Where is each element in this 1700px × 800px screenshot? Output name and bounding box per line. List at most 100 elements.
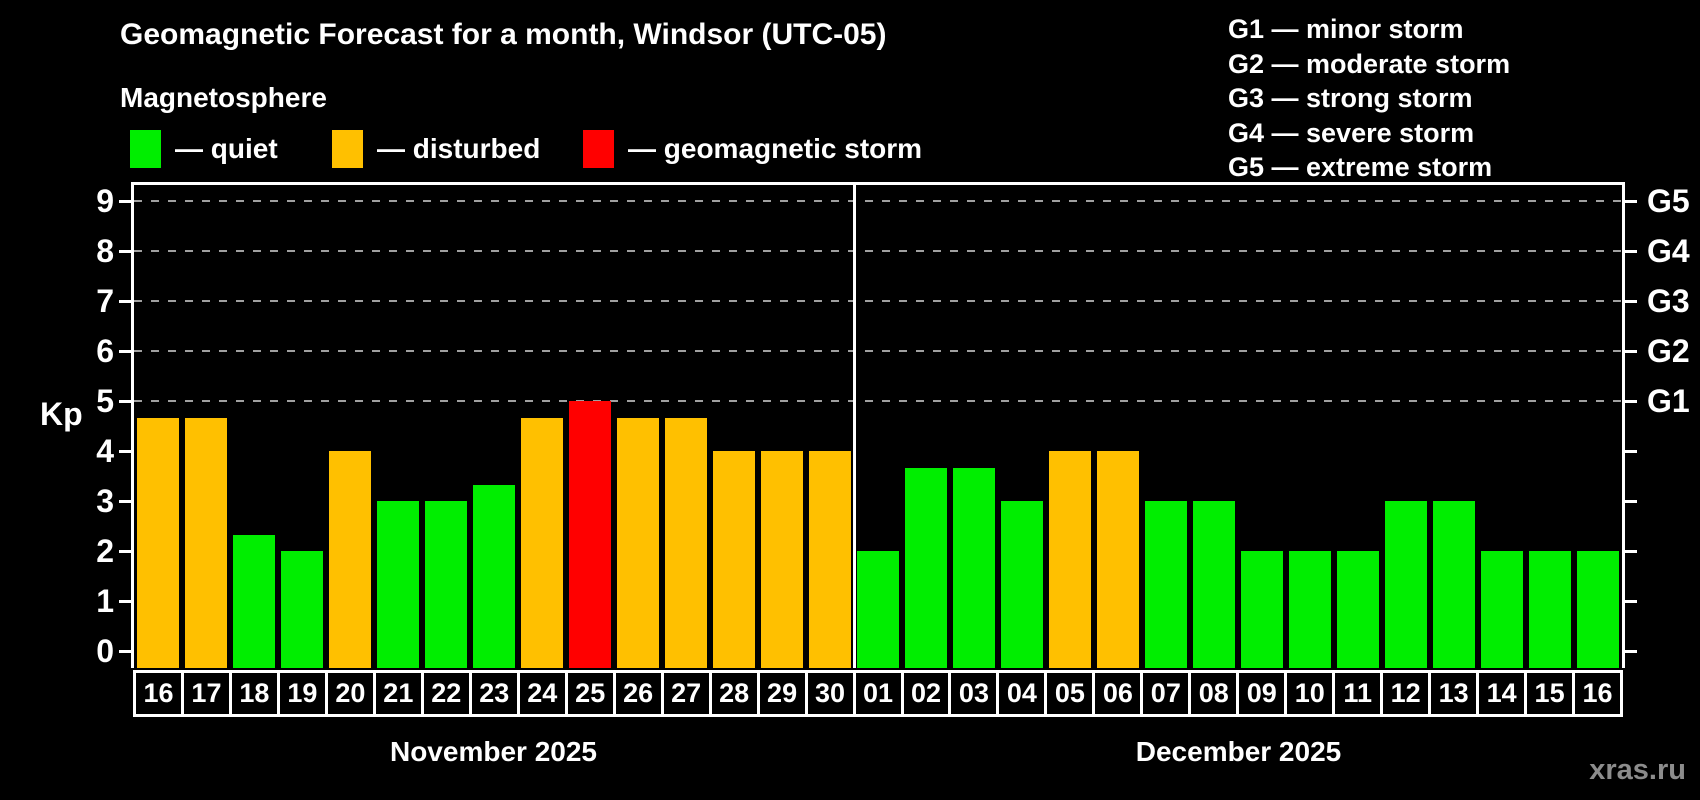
kp-bar-dec-08 xyxy=(1193,501,1236,668)
kp-bar-nov-22 xyxy=(425,501,468,668)
bar-slot-nov-20 xyxy=(326,185,374,668)
kp-bar-dec-09 xyxy=(1241,551,1284,668)
month-label-november: November 2025 xyxy=(389,736,597,767)
storm-scale-legend: G1 — minor storm G2 — moderate storm G3 — … xyxy=(1228,12,1510,185)
date-label-dec-01: 01 xyxy=(852,670,904,717)
date-label-nov-27: 27 xyxy=(660,670,712,717)
watermark: xras.ru xyxy=(1589,754,1686,786)
g-level-label-g1: G1 xyxy=(1647,383,1690,419)
quiet-color-swatch xyxy=(130,130,161,168)
date-label-nov-22: 22 xyxy=(420,670,472,717)
right-tick-kp2 xyxy=(1625,549,1637,553)
kp-bar-dec-06 xyxy=(1097,451,1140,668)
left-tick-kp1 xyxy=(119,599,131,603)
date-label-nov-29: 29 xyxy=(756,670,808,717)
bar-slot-nov-21 xyxy=(374,185,422,668)
kp-bar-nov-18 xyxy=(233,534,276,668)
left-tick-kp9 xyxy=(119,199,131,203)
right-tick-kp8 xyxy=(1625,249,1637,253)
storm-color-swatch xyxy=(583,130,614,168)
month-label-december: December 2025 xyxy=(1135,736,1342,767)
bar-slot-nov-26 xyxy=(614,185,662,668)
kp-bar-nov-23 xyxy=(473,484,516,668)
chart-subtitle: Magnetosphere xyxy=(120,82,327,113)
bar-slot-nov-28 xyxy=(710,185,758,668)
y-tick-label-2: 2 xyxy=(96,533,114,569)
left-tick-kp0 xyxy=(119,649,131,653)
kp-bar-dec-02 xyxy=(905,467,948,668)
kp-bar-dec-13 xyxy=(1433,501,1476,668)
date-axis: 16 17 18 19 20 21 22 23 24 25 26 27 28 29 30 01 02 03 04 05… xyxy=(133,670,1624,717)
bar-slot-nov-25 xyxy=(566,185,614,668)
date-label-dec-13: 13 xyxy=(1428,670,1480,717)
chart-title: Geomagnetic Forecast for a month, Windso… xyxy=(120,18,887,51)
right-tick-kp5 xyxy=(1625,399,1637,403)
right-tick-kp9 xyxy=(1625,199,1637,203)
kp-bar-dec-03 xyxy=(953,467,996,668)
g-level-label-g5: G5 xyxy=(1647,183,1690,219)
kp-bar-dec-07 xyxy=(1145,501,1188,668)
bar-slot-nov-23 xyxy=(470,185,518,668)
date-label-dec-07: 07 xyxy=(1140,670,1192,717)
left-tick-kp5 xyxy=(119,399,131,403)
date-label-nov-26: 26 xyxy=(612,670,664,717)
bar-slot-dec-14 xyxy=(1478,185,1526,668)
y-tick-label-9: 9 xyxy=(96,183,114,219)
bar-slot-nov-16 xyxy=(134,185,182,668)
bar-slot-dec-04 xyxy=(998,185,1046,668)
kp-bar-dec-14 xyxy=(1481,551,1524,668)
storm-scale-item-g1: G1 — minor storm xyxy=(1228,14,1464,44)
right-tick-kp3 xyxy=(1625,499,1637,503)
bar-slot-dec-01 xyxy=(854,185,902,668)
bar-slot-dec-16 xyxy=(1574,185,1622,668)
bar-slot-dec-09 xyxy=(1238,185,1286,668)
storm-scale-item-g5: G5 — extreme storm xyxy=(1228,152,1493,182)
left-tick-kp4 xyxy=(119,449,131,453)
date-label-dec-16: 16 xyxy=(1572,670,1624,717)
legend-label-storm: — geomagnetic storm xyxy=(628,133,923,164)
date-label-dec-15: 15 xyxy=(1524,670,1576,717)
kp-bar-nov-24 xyxy=(521,417,564,668)
y-tick-label-4: 4 xyxy=(96,433,114,469)
kp-bar-nov-19 xyxy=(281,551,324,668)
date-label-dec-02: 02 xyxy=(900,670,952,717)
storm-scale-item-g4: G4 — severe storm xyxy=(1228,117,1475,148)
legend-item-storm: — geomagnetic storm xyxy=(583,128,922,170)
bar-slot-dec-12 xyxy=(1382,185,1430,668)
date-label-dec-10: 10 xyxy=(1284,670,1336,717)
date-label-dec-14: 14 xyxy=(1476,670,1528,717)
kp-bar-nov-28 xyxy=(713,451,756,668)
y-tick-label-6: 6 xyxy=(96,333,114,369)
bar-slot-dec-05 xyxy=(1046,185,1094,668)
bar-slot-nov-18 xyxy=(230,185,278,668)
date-label-nov-20: 20 xyxy=(324,670,376,717)
left-tick-kp7 xyxy=(119,299,131,303)
bar-slot-dec-10 xyxy=(1286,185,1334,668)
g-level-label-g3: G3 xyxy=(1647,283,1690,319)
left-tick-kp2 xyxy=(119,549,131,553)
y-tick-label-8: 8 xyxy=(96,233,114,269)
y-tick-label-0: 0 xyxy=(96,633,114,669)
date-label-dec-11: 11 xyxy=(1332,670,1384,717)
storm-scale-item-g3: G3 — strong storm xyxy=(1228,83,1473,113)
kp-bar-nov-16 xyxy=(137,417,180,668)
kp-bar-dec-12 xyxy=(1385,501,1428,668)
g-level-label-g4: G4 xyxy=(1647,233,1690,269)
date-label-nov-19: 19 xyxy=(276,670,328,717)
bar-slot-nov-27 xyxy=(662,185,710,668)
date-label-nov-23: 23 xyxy=(468,670,520,717)
bars-container xyxy=(134,185,1622,668)
kp-bar-nov-30 xyxy=(809,451,852,668)
date-label-nov-18: 18 xyxy=(228,670,280,717)
gridline-kp5 xyxy=(134,400,1622,402)
bar-slot-dec-07 xyxy=(1142,185,1190,668)
bar-slot-dec-13 xyxy=(1430,185,1478,668)
disturbed-color-swatch xyxy=(332,130,363,168)
date-label-nov-17: 17 xyxy=(180,670,232,717)
y-tick-label-5: 5 xyxy=(96,383,114,419)
right-tick-kp7 xyxy=(1625,299,1637,303)
date-label-dec-03: 03 xyxy=(948,670,1000,717)
y-tick-label-7: 7 xyxy=(96,283,114,319)
g-level-label-g2: G2 xyxy=(1647,333,1690,369)
gridline-kp9 xyxy=(134,200,1622,202)
